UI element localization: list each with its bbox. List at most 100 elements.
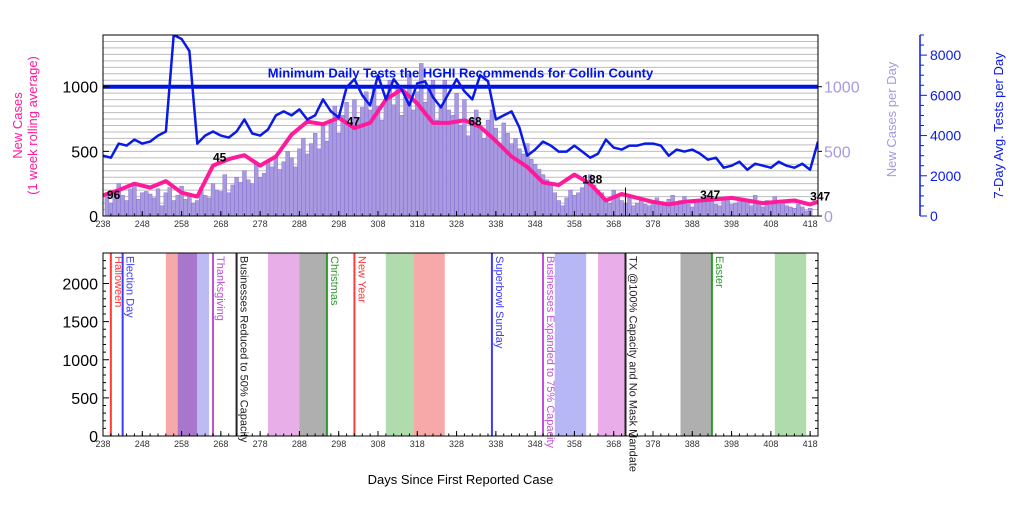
- case-bar: [694, 202, 699, 216]
- case-bar: [552, 192, 557, 216]
- x-tick-label: 408: [763, 439, 778, 449]
- count-annotation: 96: [107, 188, 121, 202]
- case-bar: [375, 105, 381, 216]
- case-bar: [426, 86, 432, 216]
- case-bar: [403, 96, 408, 216]
- case-bar: [741, 200, 746, 216]
- event-band: [165, 253, 178, 436]
- event-label: TX @100% Capacity and No Mask Mandate: [627, 256, 639, 472]
- case-bar: [120, 195, 125, 216]
- bottom-panel: Halloween Election Day Thanksgiving Busines…: [62, 252, 819, 487]
- x-tick-label: 238: [95, 439, 110, 449]
- case-bar: [489, 109, 495, 216]
- case-bar: [242, 170, 247, 216]
- top-panel: Minimum Daily Tests the HGHI Recommends …: [10, 34, 1006, 229]
- case-bar: [367, 109, 373, 216]
- case-bar: [796, 204, 801, 216]
- case-bar: [631, 205, 636, 216]
- case-bar: [332, 105, 337, 216]
- case-bar: [371, 86, 377, 216]
- case-bar: [226, 192, 231, 216]
- top-frame: [102, 34, 819, 217]
- case-bar: [191, 202, 196, 216]
- case-bar: [756, 204, 762, 216]
- y-tick-label: 500: [71, 391, 98, 408]
- x-tick-label: 268: [213, 439, 228, 449]
- case-bar: [202, 195, 208, 216]
- x-tick-label: 388: [685, 219, 700, 229]
- case-bar: [238, 182, 243, 216]
- y-tick-label-right-inner: 500: [824, 144, 851, 161]
- case-bar: [293, 166, 298, 216]
- case-bar: [254, 164, 259, 216]
- case-bar: [615, 195, 620, 216]
- y-axis-title-right-outer: 7-Day Avg. Tests per Day: [991, 52, 1006, 199]
- x-tick-label: 268: [213, 219, 228, 229]
- event-band: [299, 253, 327, 436]
- x-axis-title: Days Since First Reported Case: [368, 472, 554, 487]
- event-band: [385, 253, 414, 436]
- case-bar: [682, 196, 687, 216]
- case-bar: [320, 125, 326, 216]
- case-bar: [701, 201, 707, 216]
- case-bar: [391, 104, 396, 216]
- event-label: Businesses Reduced to 50% Capacity: [238, 256, 250, 443]
- case-bar: [666, 198, 671, 216]
- x-tick-label: 328: [449, 219, 464, 229]
- case-bar: [206, 197, 212, 216]
- event-label: Businesses Expanded to 75% Capacity: [544, 256, 556, 449]
- case-bar: [470, 117, 475, 216]
- tests-tick-label: 8000: [930, 47, 961, 63]
- case-bar: [560, 205, 565, 216]
- count-annotation: 45: [213, 151, 227, 165]
- y-tick-label-right-inner: 1000: [824, 80, 860, 97]
- event-label: Thanksgiving: [214, 256, 226, 321]
- count-annotation: 47: [347, 115, 361, 129]
- case-bar: [187, 196, 192, 216]
- case-bar: [434, 120, 440, 216]
- case-bar: [513, 138, 518, 216]
- y-tick-label: 2000: [62, 277, 98, 294]
- x-tick-label: 338: [488, 219, 503, 229]
- case-bar: [309, 143, 314, 216]
- y-tick-label-left: 0: [89, 209, 98, 226]
- case-bar: [505, 133, 510, 216]
- x-tick-label: 378: [645, 219, 660, 229]
- bars-group: [104, 63, 813, 216]
- x-tick-label: 338: [488, 439, 503, 449]
- case-bar: [269, 166, 275, 216]
- y-tick-label: 0: [89, 429, 98, 446]
- x-tick-label: 358: [567, 219, 582, 229]
- event-band: [774, 253, 807, 436]
- case-bar: [415, 91, 420, 216]
- x-tick-label: 278: [253, 439, 268, 449]
- case-bar: [214, 189, 220, 216]
- count-annotation: 68: [468, 115, 482, 129]
- x-tick-label: 408: [763, 219, 778, 229]
- x-tick-label: 318: [410, 219, 425, 229]
- case-bar: [297, 148, 302, 216]
- case-bar: [462, 99, 467, 216]
- x-tick-label: 288: [292, 439, 307, 449]
- y-tick-label: 1000: [62, 353, 98, 370]
- x-tick-label: 368: [606, 439, 621, 449]
- case-bar: [336, 133, 341, 216]
- case-bar: [257, 177, 263, 216]
- case-bar: [210, 183, 216, 216]
- case-bar: [564, 197, 569, 216]
- event-band: [413, 253, 445, 436]
- case-bar: [163, 192, 169, 216]
- case-bar: [144, 191, 149, 216]
- case-bar: [167, 187, 172, 216]
- case-bar: [501, 122, 506, 216]
- case-bar: [733, 202, 738, 216]
- case-bar: [136, 198, 141, 216]
- case-bar: [721, 198, 726, 216]
- case-bar: [261, 173, 267, 216]
- x-tick-label: 358: [567, 439, 582, 449]
- event-band: [268, 253, 300, 436]
- event-label: New Year: [355, 256, 367, 303]
- case-bar: [222, 174, 227, 216]
- x-tick-label: 248: [135, 439, 150, 449]
- case-bar: [147, 193, 153, 216]
